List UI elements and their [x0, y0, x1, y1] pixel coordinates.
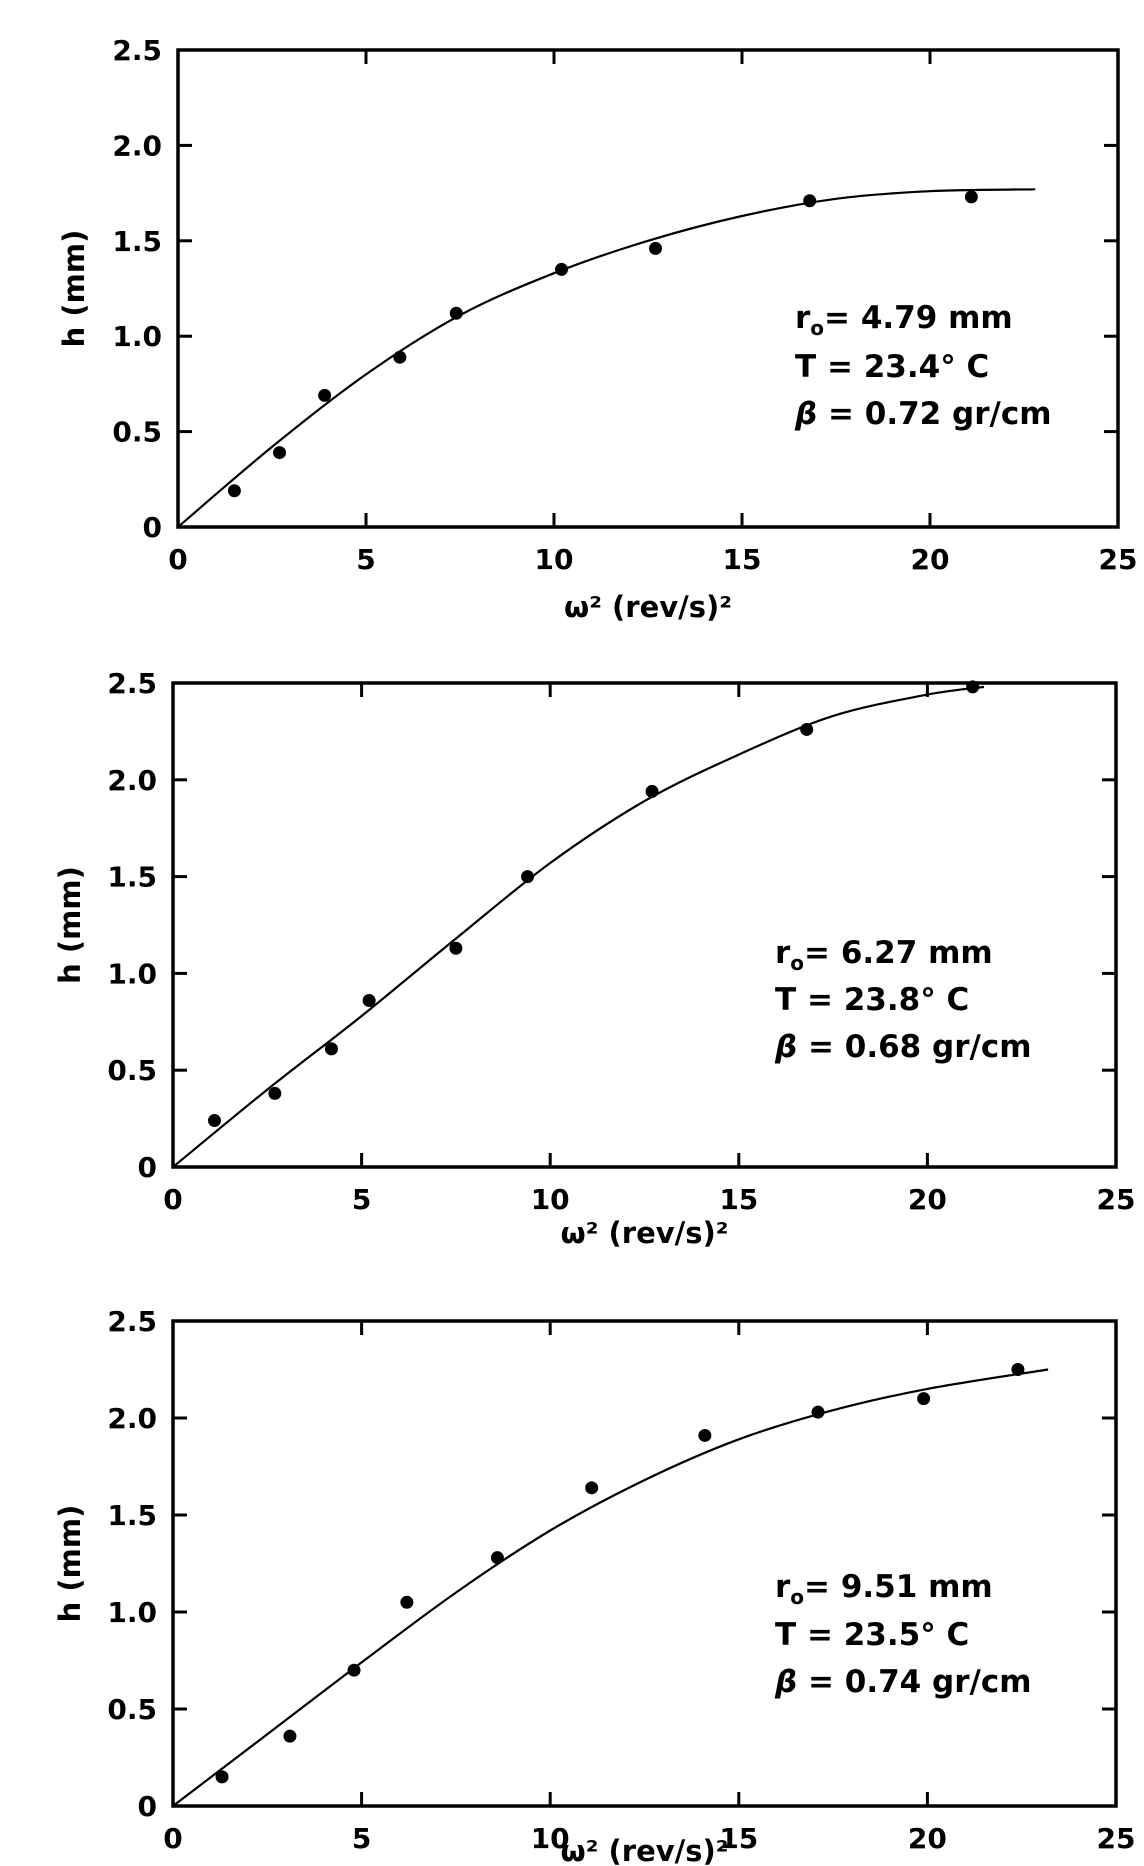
y-tick-label: 1.5 — [107, 1499, 157, 1532]
x-tick-label: 15 — [723, 543, 762, 576]
data-point — [917, 1392, 931, 1406]
plot-frame — [171, 681, 1118, 1169]
data-point — [449, 941, 463, 955]
y-tick-label: 0 — [143, 511, 162, 544]
y-tick-label: 0 — [138, 1790, 157, 1823]
x-axis-label: ω² (rev/s)² — [561, 1834, 729, 1866]
annotation-beta-value: = 0.68 gr/cm — [797, 1029, 1031, 1065]
y-tick-label: 1.0 — [112, 320, 162, 353]
data-point — [1011, 1363, 1025, 1376]
data-point — [698, 1428, 712, 1442]
chart-panel-2: 0 5 10 15 20 25 0 0.5 1.0 1.5 2.0 2.5 ω² (rev/s)² h (… — [53, 667, 1135, 1250]
y-axis-label: h (mm) — [57, 230, 91, 348]
x-tick-label: 10 — [531, 1822, 570, 1855]
annotation-radius: ro= 4.79 mm — [795, 300, 1013, 340]
data-point — [283, 1729, 297, 1743]
annotation-beta: β = 0.74 gr/cm — [774, 1664, 1032, 1700]
y-tick-label: 2.0 — [112, 129, 162, 162]
data-point — [964, 190, 978, 204]
x-tick-label: 15 — [719, 1822, 758, 1855]
data-point — [585, 1481, 599, 1495]
y-axis-label: h (mm) — [53, 866, 87, 984]
y-tick-label: 2.5 — [112, 34, 162, 67]
data-point — [273, 446, 287, 460]
data-point — [490, 1551, 504, 1565]
data-point — [811, 1405, 825, 1419]
y-tick-label: 2.0 — [107, 1402, 157, 1435]
fit-curve — [172, 1368, 1049, 1807]
data-point — [449, 306, 463, 320]
x-tick-label: 0 — [163, 1822, 182, 1855]
data-point — [649, 241, 663, 255]
data-point — [803, 194, 817, 208]
data-point — [966, 680, 980, 694]
data-point — [207, 1114, 221, 1128]
y-tick-label: 2.5 — [107, 667, 157, 700]
y-tick-label: 0 — [138, 1151, 157, 1184]
chart-panel-3: 0 5 10 15 20 25 0 0.5 1.0 1.5 2.0 2.5 ω² (rev/s)² h (… — [53, 1305, 1135, 1866]
annotation-temperature: T = 23.8° C — [775, 982, 969, 1018]
data-point — [393, 350, 407, 364]
annotation-beta: β = 0.68 gr/cm — [774, 1029, 1032, 1065]
data-point — [268, 1086, 282, 1100]
x-tick-label: 20 — [908, 1822, 947, 1855]
x-tick-label: 25 — [1097, 1822, 1136, 1855]
data-point — [555, 262, 569, 276]
y-tick-label: 1.5 — [112, 225, 162, 258]
x-axis-label: ω² (rev/s)² — [561, 1216, 729, 1250]
x-tick-label: 10 — [535, 543, 574, 576]
data-point — [324, 1042, 338, 1056]
data-point — [318, 388, 332, 402]
chart-panel-1: 0 5 10 15 20 25 0 0.5 1.0 1.5 2.0 2.5 ω² (rev/s)² h (… — [57, 34, 1137, 624]
x-tick-label: 5 — [352, 1183, 371, 1216]
y-tick-label: 2.5 — [107, 1305, 157, 1338]
x-tick-label: 0 — [168, 543, 187, 576]
x-tick-label: 0 — [163, 1183, 182, 1216]
x-tick-label: 25 — [1097, 1183, 1136, 1216]
plot-frame — [176, 48, 1120, 529]
x-tick-label: 5 — [352, 1822, 371, 1855]
x-tick-label: 5 — [356, 543, 375, 576]
y-tick-label: 1.0 — [107, 957, 157, 990]
annotation-temperature: T = 23.5° C — [775, 1617, 969, 1653]
annotation-radius-value: = 9.51 mm — [804, 1569, 993, 1605]
data-point — [347, 1663, 361, 1677]
annotation-radius: ro= 6.27 mm — [775, 935, 993, 975]
annotation-temperature: T = 23.4° C — [795, 349, 989, 385]
data-point — [227, 484, 241, 498]
y-axis-label: h (mm) — [53, 1505, 87, 1623]
annotation-radius-value: = 6.27 mm — [804, 935, 993, 971]
x-tick-label: 20 — [908, 1183, 947, 1216]
data-point — [215, 1770, 229, 1784]
data-point — [645, 784, 659, 798]
y-tick-label: 2.0 — [107, 764, 157, 797]
x-tick-label: 20 — [911, 543, 950, 576]
plot-frame — [171, 1319, 1118, 1808]
x-tick-label: 10 — [531, 1183, 570, 1216]
x-axis-label: ω² (rev/s)² — [564, 590, 732, 624]
y-tick-label: 0.5 — [112, 416, 162, 449]
y-tick-label: 1.0 — [107, 1596, 157, 1629]
x-tick-label: 15 — [719, 1183, 758, 1216]
fit-curve — [177, 188, 1036, 528]
data-point — [362, 994, 376, 1008]
y-tick-label: 1.5 — [107, 861, 157, 894]
annotation-beta: β = 0.72 gr/cm — [794, 396, 1052, 432]
data-point — [521, 870, 535, 884]
annotation-beta-value: = 0.72 gr/cm — [817, 396, 1051, 432]
data-point — [400, 1595, 414, 1609]
y-tick-label: 0.5 — [107, 1054, 157, 1087]
annotation-radius: ro= 9.51 mm — [775, 1569, 993, 1609]
x-tick-label: 25 — [1099, 543, 1138, 576]
annotation-radius-value: = 4.79 mm — [824, 300, 1013, 336]
y-tick-label: 0.5 — [107, 1693, 157, 1726]
data-point — [800, 722, 814, 736]
annotation-beta-value: = 0.74 gr/cm — [797, 1664, 1031, 1700]
fit-curve — [172, 685, 985, 1168]
